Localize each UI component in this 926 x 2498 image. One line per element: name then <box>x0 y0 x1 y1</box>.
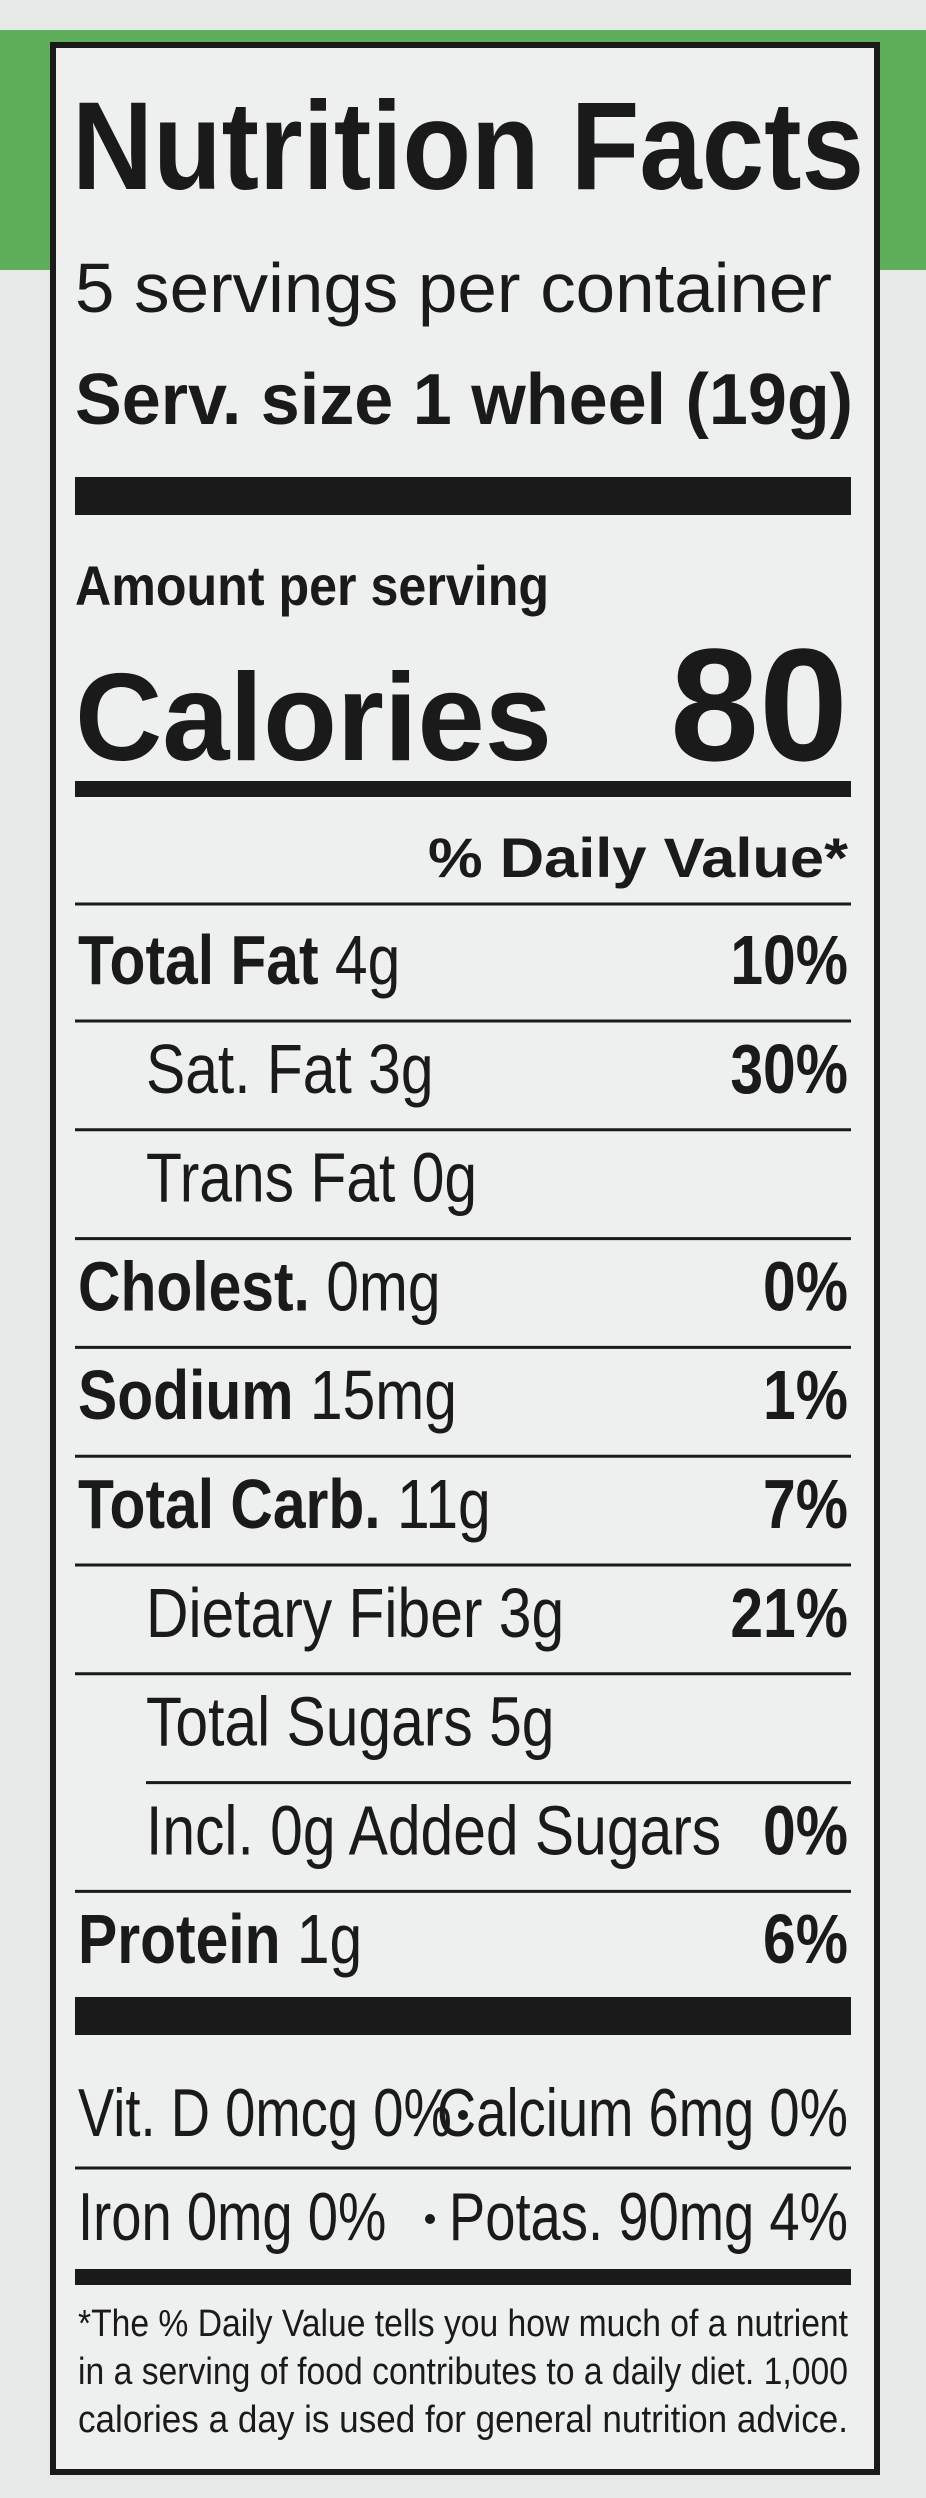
amount-per-serving: Amount per serving <box>75 554 549 617</box>
footnote: *The % Daily Value tells you how much of… <box>78 2303 848 2345</box>
nutrient-amount: 0g <box>412 1138 477 1217</box>
nutrient-amount: 3g <box>368 1029 433 1108</box>
nutrient-name: Total Carb. <box>78 1464 381 1543</box>
nutrient-amount: 5g <box>489 1682 554 1761</box>
serving-size: Serv. size 1 wheel (19g) <box>75 360 853 440</box>
micro: Iron 0mg 0% <box>78 2179 386 2255</box>
footnote: calories a day is used for general nutri… <box>78 2399 848 2441</box>
dv-wrap: 6% <box>763 1899 848 1978</box>
row: Total Fat 4g <box>78 920 400 999</box>
micro-left: Iron 0mg 0% <box>78 2179 386 2255</box>
nutrient: Cholest. 0mg <box>78 1247 441 1326</box>
title: Nutrition Facts <box>72 77 864 216</box>
nutrient-name: Protein <box>78 1899 281 1978</box>
bullet <box>425 2214 435 2224</box>
daily-value: 7% <box>763 1464 848 1543</box>
calories-value: 80 <box>670 615 848 794</box>
nutrient: Sodium 15mg <box>78 1355 457 1434</box>
nutrient: Incl. 0g Added Sugars <box>146 1791 721 1870</box>
daily-value: 0% <box>763 1791 848 1870</box>
dv-wrap: 1% <box>763 1355 848 1434</box>
daily-value: 0% <box>763 1247 848 1326</box>
row: Sat. Fat 3g <box>146 1029 434 1108</box>
nutrient-name: Cholest. <box>78 1247 310 1326</box>
thick-rule <box>75 1997 851 2035</box>
content: Total Fat 4g 10% Sat. Fat 3g 30% Trans Fat 0… <box>75 920 851 2441</box>
nutrient-amount: 0mg <box>326 1247 440 1326</box>
micro-left: Vit. D 0mcg 0% <box>78 2075 452 2151</box>
nutrient: Total Sugars 5g <box>146 1682 555 1761</box>
row: Incl. 0g Added Sugars <box>146 1791 721 1870</box>
micro: Calcium 6mg 0% <box>437 2075 848 2151</box>
dv-wrap: 30% <box>730 1029 848 1108</box>
micro-right: Potas. 90mg 4% <box>449 2179 848 2255</box>
daily-value: 30% <box>730 1029 848 1108</box>
dv-wrap: 21% <box>730 1573 848 1652</box>
row: Dietary Fiber 3g <box>146 1573 564 1652</box>
nutrient-name: Dietary Fiber <box>146 1573 482 1652</box>
nutrient-name: Trans Fat <box>146 1138 395 1217</box>
thick-rule <box>75 477 851 515</box>
row: Total Carb. 11g <box>78 1464 491 1543</box>
footnote: in a serving of food contributes to a da… <box>78 2351 848 2393</box>
micro: Potas. 90mg 4% <box>449 2179 848 2255</box>
row: Total Sugars 5g <box>146 1682 555 1761</box>
nutrient-amount: 3g <box>499 1573 564 1652</box>
nutrient-name: Total Sugars <box>146 1682 473 1761</box>
nutrient-amount: 11g <box>397 1464 491 1543</box>
nutrient: Dietary Fiber 3g <box>146 1573 564 1652</box>
row: Sodium 15mg <box>78 1355 457 1434</box>
nutrient: Total Carb. 11g <box>78 1464 491 1543</box>
bullet <box>458 2110 468 2120</box>
dv-wrap: 7% <box>763 1464 848 1543</box>
daily-value: 6% <box>763 1899 848 1978</box>
nutrient-name: Sodium <box>78 1355 294 1434</box>
row: Trans Fat 0g <box>146 1138 477 1217</box>
daily-value: 1% <box>763 1355 848 1434</box>
calories-label: Calories <box>75 649 552 787</box>
dv-wrap: 10% <box>730 920 848 999</box>
nutrient-amount: 4g <box>335 920 400 999</box>
row: Protein 1g <box>78 1899 362 1978</box>
nutrient-name: Incl. 0g Added Sugars <box>146 1791 721 1870</box>
nutrient: Total Fat 4g <box>78 920 400 999</box>
medium-rule <box>75 781 851 797</box>
dv-header: % Daily Value* <box>428 826 848 889</box>
nutrient: Trans Fat 0g <box>146 1138 477 1217</box>
dv-wrap: 0% <box>763 1791 848 1870</box>
servings: 5 servings per container <box>75 249 832 327</box>
nutrient: Sat. Fat 3g <box>146 1029 434 1108</box>
nutrient: Protein 1g <box>78 1899 362 1978</box>
daily-value: 21% <box>730 1573 848 1652</box>
medium-rule <box>75 2269 851 2285</box>
micro-right: Calcium 6mg 0% <box>437 2075 848 2151</box>
label-box <box>50 42 880 2475</box>
dv-wrap: 0% <box>763 1247 848 1326</box>
daily-value: 10% <box>730 920 848 999</box>
nutrient-amount: 1g <box>297 1899 362 1978</box>
row: Cholest. 0mg <box>78 1247 441 1326</box>
micro: Vit. D 0mcg 0% <box>78 2075 452 2151</box>
nutrient-name: Sat. Fat <box>146 1029 352 1108</box>
nutrient-name: Total Fat <box>78 920 319 999</box>
nutrient-amount: 15mg <box>310 1355 457 1434</box>
